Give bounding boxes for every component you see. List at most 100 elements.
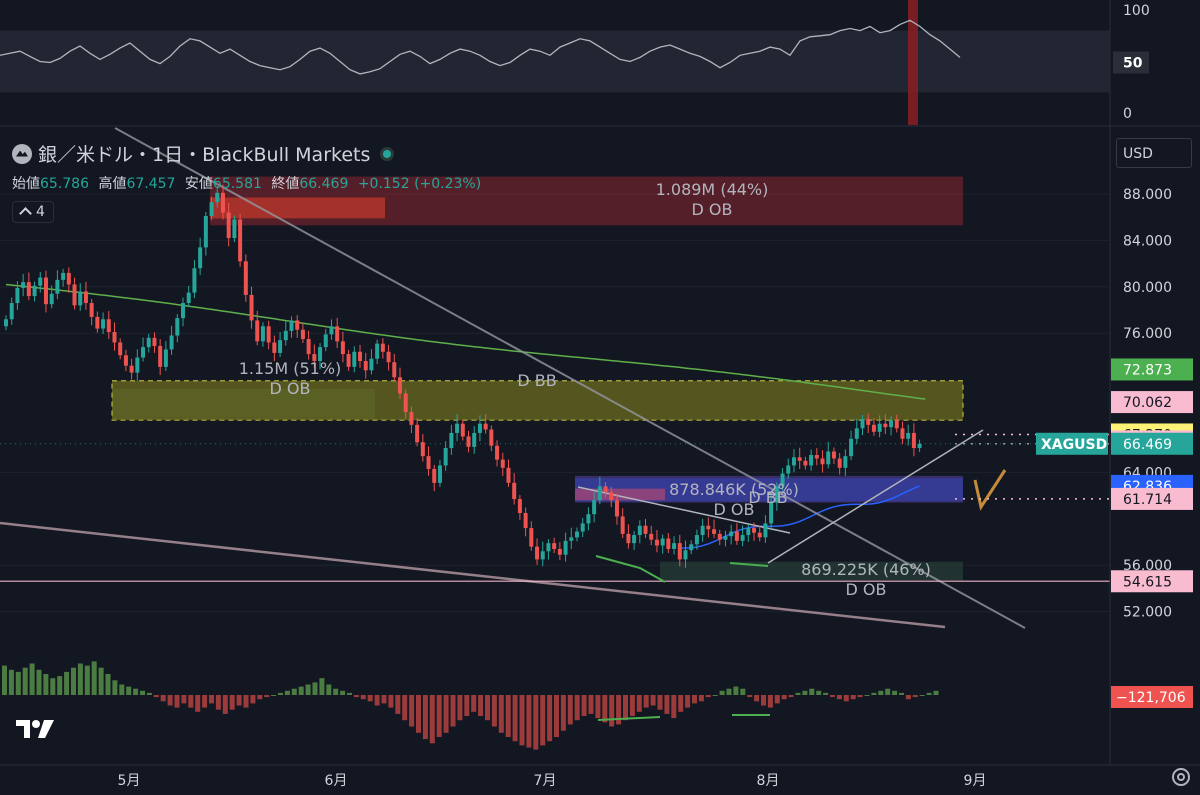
volume-bar [905,695,911,700]
settings-gear-icon[interactable] [1172,768,1190,786]
volume-bar [650,695,656,706]
candle-body [814,455,819,459]
level-price-box [1111,358,1193,381]
volume-bar [353,695,359,698]
volume-bar [388,695,394,708]
volume-bar [319,678,325,695]
candle-body [723,536,728,540]
candle-body [186,292,191,304]
volume-bar [540,695,546,746]
volume-bar [84,665,90,695]
candle-body [375,343,380,359]
volume-bar [402,695,408,721]
candle-body [175,318,180,336]
level-price-box [1111,391,1193,414]
volume-bar [71,667,76,695]
candle-body [552,543,557,549]
candle-body [158,345,163,367]
candle-body [837,458,842,468]
volume-bar [712,695,718,696]
price-axis[interactable]: 1005005088.00084.00080.00076.00064.00056… [1036,0,1193,765]
candle-body [580,523,585,532]
candle-body [9,303,14,320]
ohlc-values: 始値65.786 高値67.457 安値65.581 終値66.469 +0.1… [12,173,486,193]
volume-bar [643,695,649,708]
zone-label: D BB [748,488,787,507]
candlesticks [4,184,922,568]
candle-body [369,358,374,371]
volume-bar [747,695,753,698]
candle-body [209,202,214,217]
candle-body [546,543,551,552]
volume-bar [719,690,725,695]
candle-body [392,362,397,378]
volume-bar [450,695,456,727]
volume-bar [602,695,608,723]
candle-body [506,467,511,483]
candle-body [323,334,328,348]
candle-body [358,351,363,362]
candle-body [603,486,608,493]
candle-body [803,460,808,466]
candle-body [906,432,911,439]
zone-box [111,380,964,421]
volume-bar [395,695,401,714]
candle-body [717,533,722,540]
volume-bar [629,695,635,716]
volume-bar [857,695,863,698]
symbol-title[interactable]: 銀／米ドル・1日・BlackBull Markets [38,144,371,166]
candle-body [163,349,168,367]
volume-bar [919,695,925,696]
candle-body [15,287,20,304]
candle-body [49,293,54,305]
candle-body [483,423,488,430]
candle-body [752,528,757,533]
candle-body [637,525,642,536]
volume-bar [554,695,559,737]
volume-bar [581,695,587,716]
candle-body [95,316,100,329]
time-tick-label: 6月 [325,773,348,789]
candle-body [860,419,865,429]
candle-body [763,523,768,538]
volume-bar [912,695,918,698]
currency-label: USD [1123,146,1153,162]
zone-sub-label: D OB [270,379,311,398]
candle-body [620,516,625,534]
volume-bar [347,692,352,695]
volume-bar [167,695,173,706]
indicators-toggle-button[interactable]: 4 [12,201,54,223]
candle-body [643,525,648,534]
candle-body [689,544,694,551]
candle-body [472,432,477,447]
candle-body [512,482,517,500]
tradingview-logo-icon[interactable] [14,716,62,742]
oscillator-tick-label: 100 [1123,3,1150,19]
candle-body [89,303,94,317]
candle-body [101,319,106,329]
volume-bar [823,692,829,695]
candle-body [78,291,83,306]
currency-selector[interactable]: USD [1116,138,1192,168]
low-label: 安値 [184,176,213,192]
zone-labels: 1.089M (44%)D OB1.15M (51%)D OB D BB878.8… [239,180,931,599]
trend-lines [0,127,1110,629]
volume-bar [595,695,601,719]
volume-bar [498,695,504,733]
candle-body [917,443,922,449]
chevron-up-icon [19,207,32,220]
volume-bar [29,663,35,695]
time-axis[interactable]: 5月 6月 7月 8月 9月 [0,764,1200,789]
volume-bar [623,695,628,721]
volume-bar [781,695,787,700]
candle-body [700,525,705,536]
candle-body [826,451,831,465]
candle-body [791,457,796,466]
arrow-down-icon [973,469,1007,511]
volume-bar [436,695,442,737]
symbol-row[interactable]: 銀／米ドル・1日・BlackBull Markets [12,140,486,167]
market-status-icon[interactable] [380,146,395,161]
volume-bar [816,690,822,695]
candle-body [894,420,899,429]
